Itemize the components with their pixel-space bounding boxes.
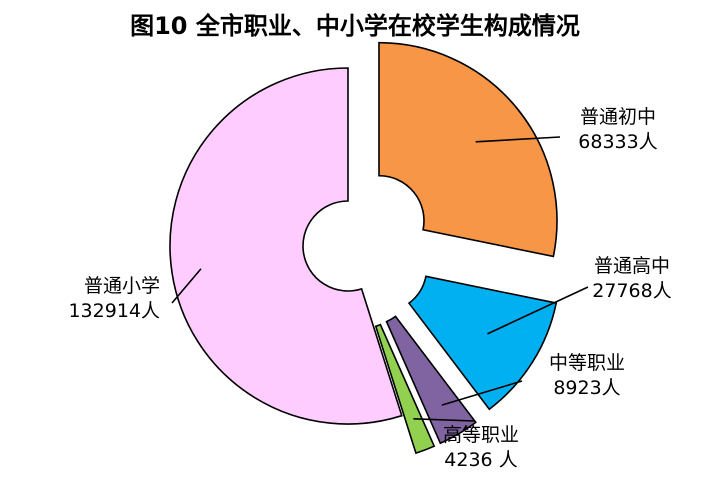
leader-line-0 (475, 136, 561, 143)
slice-label-3: 高等职业 4236 人 (421, 423, 541, 473)
slice-name: 高等职业 (442, 424, 519, 446)
leader-line-3 (413, 417, 476, 422)
chart-title: 图10 全市职业、中小学在校学生构成情况 (130, 12, 580, 40)
slice-label-1: 普通高中 27768人 (572, 254, 692, 304)
leader-line-4 (171, 268, 202, 304)
slice-label-4: 普通小学 132914人 (68, 274, 160, 324)
slice-name: 中等职业 (548, 352, 625, 374)
slice-2 (385, 315, 477, 445)
slice-3 (374, 323, 436, 455)
leader-line-2 (441, 380, 523, 406)
slice-0 (378, 41, 558, 258)
slice-value: 68333人 (578, 131, 658, 153)
slice-label-2: 中等职业 8923人 (527, 351, 647, 401)
slice-value: 132914人 (68, 300, 160, 322)
slice-1 (407, 275, 558, 411)
slice-name: 普通小学 (83, 275, 160, 297)
leader-line-1 (487, 286, 589, 335)
slice-value: 4236 人 (444, 449, 518, 471)
slice-name: 普通高中 (593, 255, 670, 277)
slice-4 (169, 67, 403, 425)
slice-label-0: 普通初中 68333人 (558, 105, 678, 155)
slice-name: 普通初中 (579, 106, 656, 128)
slice-value: 27768人 (592, 280, 672, 302)
slice-value: 8923人 (553, 377, 621, 399)
